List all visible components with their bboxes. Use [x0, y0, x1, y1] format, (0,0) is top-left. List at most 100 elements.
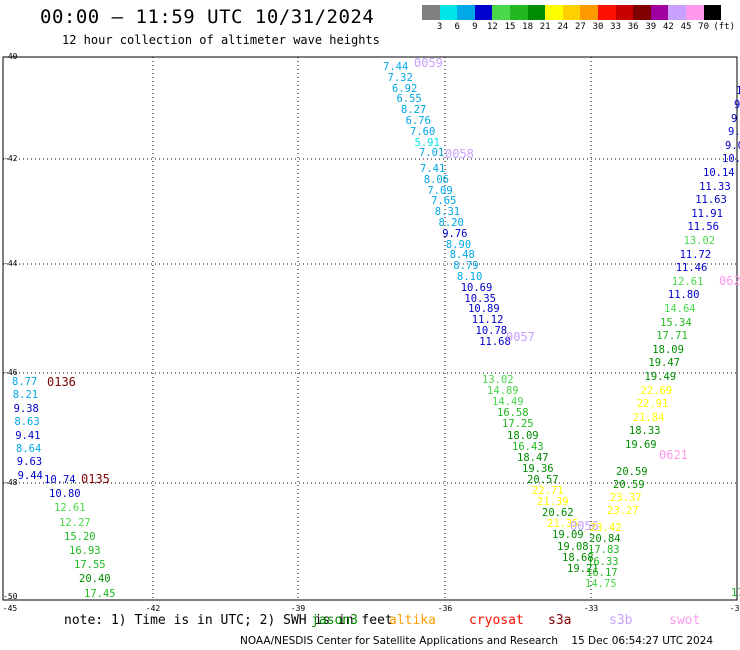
swh-value: 10.14: [703, 167, 735, 179]
swh-value: 7.01: [419, 147, 445, 160]
swh-value: 22.91: [636, 398, 669, 411]
swh-value: 10.74: [44, 474, 76, 486]
satellite-name: altika: [389, 613, 436, 628]
swh-value: 8.20: [438, 217, 464, 229]
swh-value: 7.65: [431, 195, 457, 208]
track-label: 0057: [506, 330, 535, 344]
swh-value: 20.57: [527, 473, 559, 486]
legend-label: 45: [680, 22, 692, 32]
track-label: 0056: [570, 519, 599, 533]
swh-value: 18.68: [562, 551, 594, 564]
legend-label: 21: [539, 22, 551, 32]
legend-swatch: [668, 5, 686, 20]
legend-swatch: [562, 5, 581, 20]
swh-value: 11.12: [471, 314, 504, 327]
legend-label: 42: [662, 22, 674, 32]
swh-value: 19.49: [644, 371, 677, 383]
legend-swatch: [474, 5, 493, 20]
satellite-name: jason3: [311, 613, 358, 628]
swh-value: 11.80: [667, 289, 700, 302]
swh-value: 8.79: [453, 260, 479, 273]
satellite-name: s3b: [609, 613, 633, 628]
footnote: note: 1) Time is in UTC; 2) SWH is in fe…: [64, 613, 393, 628]
swh-value: 6.92: [392, 82, 418, 95]
swh-value: 16.58: [497, 407, 529, 420]
track-label: 0136: [47, 375, 76, 389]
legend-unit: (ft): [713, 22, 736, 32]
swh-value: 8.10: [457, 271, 483, 283]
swh-value: 21.35: [547, 518, 579, 531]
swh-value: 6.76: [405, 115, 431, 127]
legend-label: 36: [627, 22, 639, 32]
legend-label: 70: [698, 22, 710, 32]
swh-value: 10.78: [475, 325, 508, 337]
satellite-name: swot: [669, 613, 701, 628]
legend-labels: 3 6 9 12 15 18 21 24 27 30 33 36 39 42 45 70 (ft): [422, 22, 735, 35]
swh-value: 20.84: [589, 533, 621, 546]
legend-swatch: [597, 5, 616, 20]
legend-label: 30: [592, 22, 604, 32]
plot-border: [2, 56, 738, 601]
swh-value: 9.1: [731, 112, 740, 125]
swh-value: 7.41: [420, 163, 446, 175]
swh-value: 10.55: [722, 153, 740, 166]
swh-value: 9.44: [17, 469, 43, 482]
swh-value: 14.75: [585, 578, 617, 590]
swh-value: 8.90: [445, 238, 472, 251]
swh-value: 13.02: [683, 235, 716, 247]
swh-value: 21.39: [537, 496, 569, 509]
swh-value: 19.69: [625, 439, 657, 451]
swh-value: 14.49: [492, 396, 524, 409]
swh-value: 19.08: [557, 540, 589, 553]
swh-value: 9.63: [16, 456, 43, 469]
page-title: 00:00 – 11:59 UTC 10/31/2024: [40, 6, 375, 28]
swh-value: 20.62: [542, 507, 574, 520]
swh-value: 22.69: [640, 384, 673, 397]
legend-swatch: [703, 5, 722, 20]
legend-label: 18: [522, 22, 534, 32]
swh-value: 8.06: [423, 173, 449, 186]
satellite-name: s3a: [548, 613, 572, 628]
swh-value: 15.20: [64, 530, 96, 543]
legend-swatch: [457, 5, 475, 20]
track-label: 0058: [445, 147, 474, 161]
track-label: 0059: [414, 56, 443, 70]
swh-value: 17.83: [588, 544, 620, 557]
swh-value: 22.71: [532, 485, 564, 497]
swh-value: 9.51: [728, 126, 740, 139]
swh-value: 17: [731, 587, 740, 599]
legend-label: 12: [486, 22, 498, 32]
legend-swatch: [439, 5, 458, 20]
legend-swatch: [615, 5, 634, 20]
swh-value: 7.44: [383, 61, 409, 73]
legend-swatches: [422, 5, 722, 20]
legend-label: 33: [610, 22, 622, 32]
swh-value: 7.32: [387, 71, 413, 84]
swh-value: 19.09: [552, 529, 584, 542]
swh-value: 12.61: [54, 502, 86, 515]
swh-value: 16.33: [587, 555, 619, 568]
legend-label: 27: [574, 22, 586, 32]
swh-value: 14.64: [664, 303, 696, 315]
legend-swatch: [580, 5, 598, 20]
swh-value: 11.63: [695, 194, 727, 207]
legend-label: 15: [504, 22, 516, 32]
swh-value: 16.17: [586, 566, 618, 579]
track-label: 0621: [659, 448, 688, 462]
swh-value: 19.47: [648, 357, 680, 370]
swh-value: 5.91: [414, 136, 440, 149]
swh-value: 10.35: [464, 292, 496, 305]
graticule: [3, 57, 737, 600]
swh-value: 20.59: [613, 479, 645, 491]
swh-value: 9.41: [15, 429, 41, 442]
swh-value: 10.69: [460, 281, 493, 294]
swh-value: 9.38: [13, 402, 39, 415]
legend-swatch: [422, 5, 440, 20]
legend-label: 24: [557, 22, 569, 32]
swh-value: 8.27: [401, 104, 427, 117]
legend-label: 6: [454, 22, 460, 32]
swh-value: 17.55: [74, 559, 106, 572]
legend-swatch: [492, 5, 510, 20]
swh-value: 17.71: [656, 330, 688, 343]
swh-value: 8.77: [12, 376, 38, 388]
